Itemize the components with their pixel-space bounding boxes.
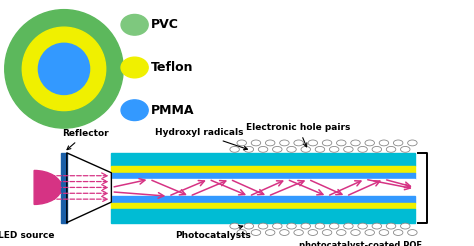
Bar: [111, 203, 415, 209]
Wedge shape: [34, 170, 62, 204]
Circle shape: [329, 146, 339, 152]
Circle shape: [265, 140, 275, 146]
Circle shape: [287, 146, 296, 152]
Bar: [111, 173, 415, 179]
Circle shape: [230, 223, 239, 229]
Circle shape: [322, 140, 332, 146]
Text: Photocatalysts: Photocatalysts: [175, 226, 251, 240]
Circle shape: [251, 230, 261, 235]
Ellipse shape: [121, 15, 148, 35]
Circle shape: [294, 140, 303, 146]
Circle shape: [401, 146, 410, 152]
Circle shape: [301, 223, 310, 229]
Circle shape: [379, 230, 389, 235]
Circle shape: [287, 223, 296, 229]
Text: Reflector: Reflector: [62, 129, 109, 150]
Text: Electronic hole pairs: Electronic hole pairs: [246, 123, 351, 147]
Circle shape: [258, 146, 268, 152]
Circle shape: [258, 223, 268, 229]
Bar: [61, 153, 67, 223]
Circle shape: [301, 146, 310, 152]
Circle shape: [351, 230, 360, 235]
Circle shape: [386, 223, 396, 229]
Polygon shape: [67, 153, 111, 223]
Circle shape: [315, 223, 325, 229]
Text: LED source: LED source: [0, 231, 55, 240]
Circle shape: [358, 223, 367, 229]
Circle shape: [280, 230, 289, 235]
Circle shape: [251, 140, 261, 146]
Circle shape: [379, 140, 389, 146]
Circle shape: [358, 146, 367, 152]
Circle shape: [408, 140, 417, 146]
Circle shape: [265, 230, 275, 235]
Bar: [111, 153, 415, 166]
Circle shape: [365, 140, 374, 146]
Circle shape: [393, 230, 403, 235]
Text: photocatalyst-coated POF: photocatalyst-coated POF: [299, 241, 422, 246]
Circle shape: [244, 146, 254, 152]
Circle shape: [372, 223, 382, 229]
Text: Hydroxyl radicals: Hydroxyl radicals: [155, 128, 247, 150]
Ellipse shape: [121, 100, 148, 121]
Circle shape: [280, 140, 289, 146]
Circle shape: [408, 230, 417, 235]
Circle shape: [365, 230, 374, 235]
Circle shape: [237, 230, 246, 235]
Text: Teflon: Teflon: [151, 61, 194, 74]
Circle shape: [372, 146, 382, 152]
Circle shape: [5, 10, 123, 128]
Circle shape: [393, 140, 403, 146]
Circle shape: [38, 43, 90, 94]
Circle shape: [322, 230, 332, 235]
Circle shape: [337, 140, 346, 146]
Circle shape: [308, 230, 318, 235]
Circle shape: [344, 223, 353, 229]
Bar: [111, 179, 415, 196]
Text: PMMA: PMMA: [151, 104, 195, 117]
Ellipse shape: [121, 57, 148, 78]
Circle shape: [401, 223, 410, 229]
Circle shape: [22, 27, 106, 111]
Circle shape: [315, 146, 325, 152]
Circle shape: [344, 146, 353, 152]
Circle shape: [237, 140, 246, 146]
Bar: [111, 166, 415, 173]
Circle shape: [273, 223, 282, 229]
Bar: [111, 196, 415, 203]
Circle shape: [329, 223, 339, 229]
Circle shape: [230, 146, 239, 152]
Bar: [111, 209, 415, 223]
Circle shape: [337, 230, 346, 235]
Circle shape: [273, 146, 282, 152]
Circle shape: [386, 146, 396, 152]
Circle shape: [308, 140, 318, 146]
Circle shape: [294, 230, 303, 235]
Circle shape: [351, 140, 360, 146]
Circle shape: [244, 223, 254, 229]
Text: PVC: PVC: [151, 18, 179, 31]
